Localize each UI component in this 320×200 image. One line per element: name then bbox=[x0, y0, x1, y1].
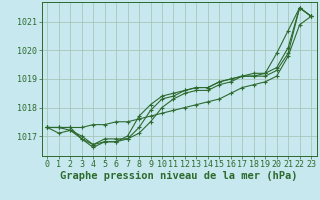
X-axis label: Graphe pression niveau de la mer (hPa): Graphe pression niveau de la mer (hPa) bbox=[60, 171, 298, 181]
